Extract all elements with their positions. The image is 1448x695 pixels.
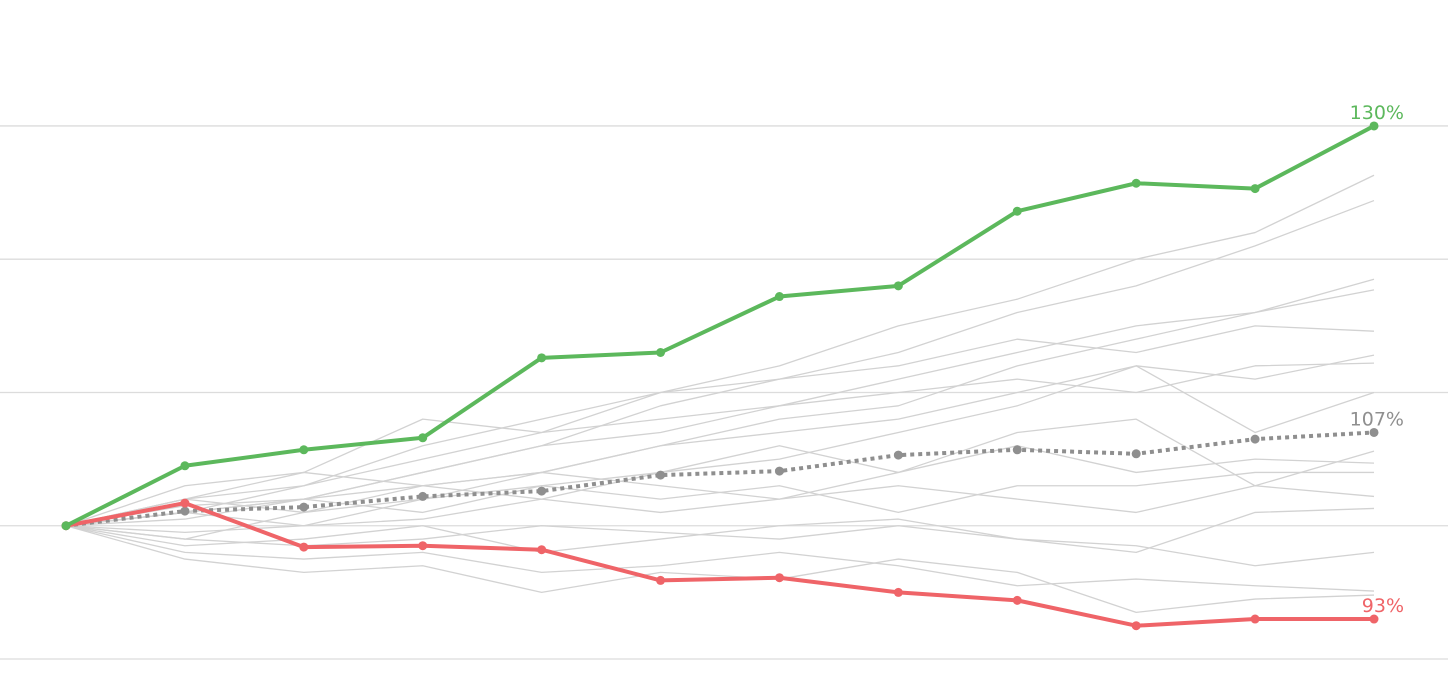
point [1369, 427, 1379, 437]
point [537, 545, 547, 555]
series-line [65, 124, 1375, 528]
point [774, 573, 784, 583]
point [1369, 614, 1379, 624]
point [656, 470, 666, 480]
simulation-line [65, 174, 1375, 527]
point [299, 502, 309, 512]
simulation-line [65, 278, 1375, 527]
point [893, 587, 903, 597]
point [418, 541, 428, 551]
point [656, 347, 666, 357]
point [893, 450, 903, 460]
simulation-line [65, 354, 1375, 527]
point [1131, 449, 1141, 459]
point [537, 486, 547, 496]
point [299, 445, 309, 455]
point [1012, 206, 1022, 216]
simulation-line [65, 485, 1375, 534]
point [893, 281, 903, 291]
point [774, 292, 784, 302]
point [1012, 595, 1022, 605]
point [1250, 614, 1260, 624]
point [180, 506, 190, 516]
point [418, 491, 428, 501]
simulation-line [65, 418, 1375, 527]
value-label: 130% [1350, 102, 1404, 124]
simulation-line [65, 525, 1375, 567]
point [1369, 121, 1379, 131]
point [180, 461, 190, 471]
series-line [65, 501, 1374, 628]
simulation-line [65, 525, 1375, 614]
simulation-line [65, 471, 1374, 527]
value-label: 93% [1362, 595, 1404, 617]
point [656, 575, 666, 585]
simulation-line [65, 525, 1375, 592]
point [180, 498, 190, 508]
point [537, 353, 547, 363]
point [774, 466, 784, 476]
point [1012, 445, 1022, 455]
point [61, 521, 71, 531]
point [1250, 184, 1260, 194]
simulation-line [65, 365, 1375, 527]
value-label: 107% [1350, 408, 1404, 430]
point [1250, 434, 1260, 444]
simulation-line [65, 325, 1375, 527]
series-line [65, 430, 1375, 528]
simulation-line [65, 362, 1375, 527]
point [418, 433, 428, 443]
point [299, 542, 309, 552]
point [1131, 621, 1141, 631]
point [1131, 178, 1141, 188]
simulation-line [65, 289, 1375, 527]
